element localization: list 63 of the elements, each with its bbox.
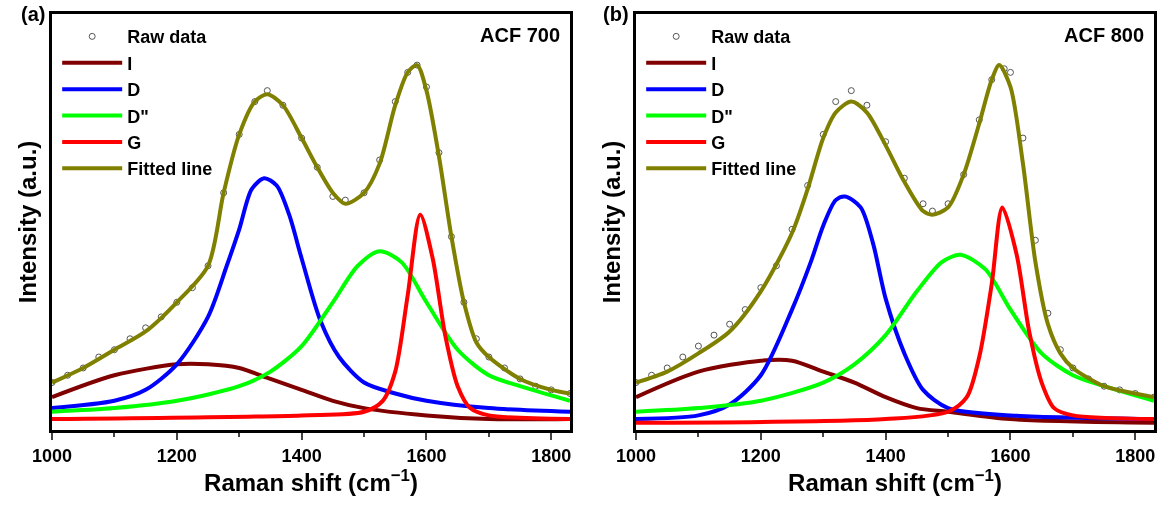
point xyxy=(422,83,430,91)
text: (b) xyxy=(603,3,629,25)
x-tick-label: 1800 xyxy=(531,445,572,466)
x-tick-label: 1600 xyxy=(990,445,1031,466)
legend-label: I xyxy=(711,53,717,74)
text: ACF 800 xyxy=(1064,24,1145,46)
point xyxy=(500,364,508,372)
legend-label: I xyxy=(127,53,133,74)
point xyxy=(832,98,840,106)
point xyxy=(460,298,468,306)
legend-label: D" xyxy=(127,106,149,127)
x-tick-label: 1600 xyxy=(406,445,447,466)
point xyxy=(710,331,718,339)
x-tick-label: 1400 xyxy=(865,445,906,466)
point xyxy=(694,342,702,350)
point xyxy=(235,130,243,138)
point xyxy=(220,189,228,197)
point xyxy=(279,101,287,109)
point xyxy=(847,87,855,95)
point xyxy=(413,61,421,69)
point xyxy=(516,375,524,383)
text: ACF 700 xyxy=(480,24,561,46)
point xyxy=(157,313,165,321)
point xyxy=(1006,68,1014,76)
point xyxy=(726,320,734,328)
x-tick-label: 1000 xyxy=(615,445,657,466)
x-tick-label: 1200 xyxy=(156,445,197,466)
y-axis-title: Intensity (a.u.) xyxy=(598,140,626,304)
point xyxy=(447,233,455,241)
point xyxy=(435,149,443,157)
point xyxy=(1069,364,1077,372)
point xyxy=(204,262,212,270)
text: (a) xyxy=(21,3,46,25)
x-axis-title: Raman shift (cm$^{−1}$) xyxy=(788,465,1002,496)
legend-label: D xyxy=(711,80,725,101)
point xyxy=(975,116,983,124)
point xyxy=(360,189,368,197)
point xyxy=(313,163,321,171)
legend-label: Fitted line xyxy=(127,159,213,180)
point xyxy=(679,353,687,361)
point xyxy=(79,364,87,372)
x-tick-label: 1000 xyxy=(31,445,73,466)
point xyxy=(173,298,181,306)
point xyxy=(404,68,412,76)
point xyxy=(188,284,196,292)
legend-label: G xyxy=(711,132,726,153)
legend-label: D xyxy=(127,80,141,101)
point xyxy=(863,101,871,109)
point xyxy=(919,200,927,208)
point xyxy=(988,76,996,84)
legend-label: Fitted line xyxy=(711,159,797,180)
point xyxy=(485,353,493,361)
x-tick-label: 1800 xyxy=(1115,445,1156,466)
legend-label: G xyxy=(127,132,142,153)
point xyxy=(64,371,72,379)
x-tick-label: 1400 xyxy=(281,445,322,466)
legend-label: Raw data xyxy=(127,27,208,48)
y-axis-title: Intensity (a.u.) xyxy=(14,140,42,304)
legend-label: D" xyxy=(711,106,733,127)
legend-label: Raw data xyxy=(711,27,792,48)
x-axis-title: Raman shift (cm$^{−1}$) xyxy=(204,465,418,496)
point xyxy=(960,171,968,179)
x-tick-label: 1200 xyxy=(740,445,781,466)
